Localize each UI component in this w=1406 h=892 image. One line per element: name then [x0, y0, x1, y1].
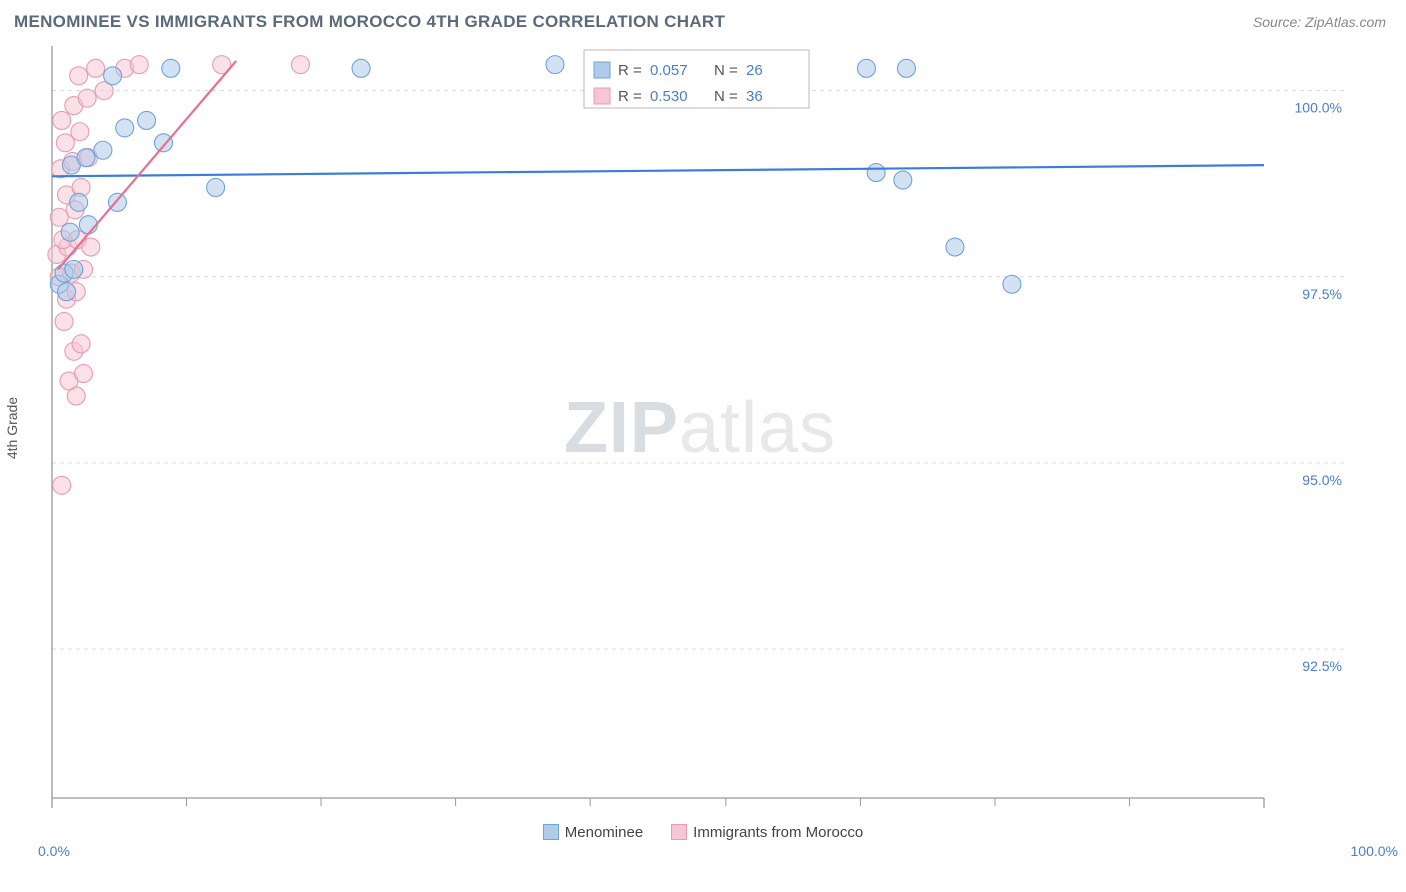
- svg-text:R =: R =: [618, 88, 642, 105]
- x-tick-label: 100.0%: [1351, 843, 1398, 859]
- source-attribution: Source: ZipAtlas.com: [1253, 14, 1386, 30]
- legend-label: Immigrants from Morocco: [693, 824, 863, 841]
- svg-text:0.530: 0.530: [650, 88, 688, 105]
- chart-title: MENOMINEE VS IMMIGRANTS FROM MOROCCO 4TH…: [14, 12, 725, 32]
- legend-swatch: [543, 824, 559, 840]
- svg-text:92.5%: 92.5%: [1302, 658, 1342, 674]
- svg-text:97.5%: 97.5%: [1302, 286, 1342, 302]
- legend-item-menominee: Menominee: [543, 824, 643, 841]
- svg-text:95.0%: 95.0%: [1302, 472, 1342, 488]
- svg-text:26: 26: [746, 62, 763, 79]
- bottom-legend: Menominee Immigrants from Morocco: [0, 824, 1406, 841]
- svg-text:N =: N =: [714, 88, 738, 105]
- x-tick-label: 0.0%: [38, 843, 70, 859]
- chart-container: 4th Grade 92.5%95.0%97.5%100.0%R =0.057N…: [14, 38, 1386, 818]
- svg-text:N =: N =: [714, 62, 738, 79]
- svg-text:0.057: 0.057: [650, 62, 688, 79]
- correlation-scatter-chart: 92.5% 95.0% 97.5% 100.0% R = 0.057 N = 26 R = 0.5…: [14, 38, 1354, 818]
- y-axis-label: 4th Grade: [4, 397, 20, 459]
- x-axis-labels: 0.0% 100.0%: [0, 843, 1406, 859]
- chart-header: MENOMINEE VS IMMIGRANTS FROM MOROCCO 4TH…: [0, 0, 1406, 38]
- legend-label: Menominee: [565, 824, 643, 841]
- svg-text:100.0%: 100.0%: [1295, 100, 1342, 116]
- legend-swatch: [671, 824, 687, 840]
- legend-item-morocco: Immigrants from Morocco: [671, 824, 863, 841]
- svg-text:36: 36: [746, 88, 763, 105]
- svg-text:R =: R =: [618, 62, 642, 79]
